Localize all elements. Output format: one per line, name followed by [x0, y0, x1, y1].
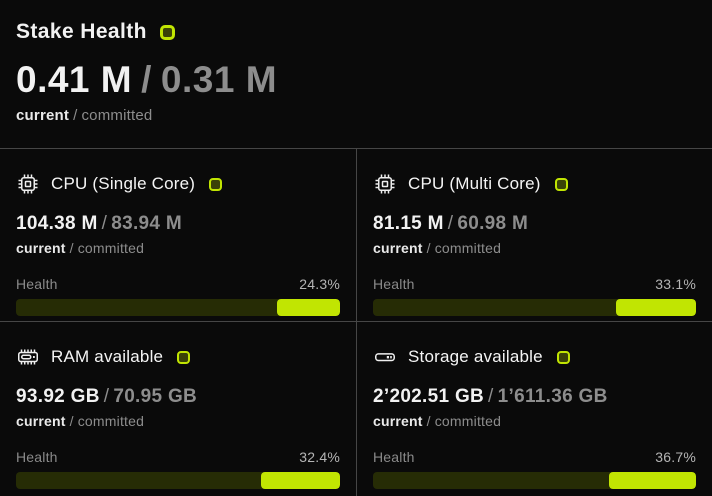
committed-value: 70.95 GB — [113, 386, 198, 407]
stake-committed-value: 0.31 M — [160, 59, 278, 100]
status-badge-icon — [554, 177, 568, 191]
health-progress-bar — [373, 299, 696, 316]
stake-health-header: Stake Health 0.41 M/0.31 M current / commi… — [0, 0, 712, 148]
card-title: Storage available — [408, 347, 543, 366]
committed-label: committed — [434, 240, 502, 256]
status-badge-icon — [556, 350, 570, 364]
slash-separator: / — [447, 213, 454, 234]
committed-label: committed — [77, 240, 145, 256]
current-label: current — [16, 107, 70, 124]
current-value: 2’202.51 GB — [373, 386, 485, 407]
card-title: RAM available — [51, 347, 164, 366]
storage-icon — [375, 353, 395, 362]
health-label: Health — [373, 449, 415, 465]
current-label: current — [16, 240, 66, 256]
slash-separator: / — [426, 413, 431, 429]
health-progress-bar — [16, 299, 340, 316]
slash-separator: / — [488, 386, 494, 407]
cpu-icon — [17, 173, 39, 195]
current-label: current — [373, 413, 423, 429]
slash-separator: / — [73, 107, 78, 124]
committed-value: 83.94 M — [111, 213, 182, 234]
status-badge-icon — [209, 177, 223, 191]
current-label: current — [16, 413, 66, 429]
committed-value: 1’611.36 GB — [497, 386, 608, 407]
slash-separator: / — [426, 240, 431, 256]
card-title: CPU (Single Core) — [51, 174, 196, 193]
slash-separator: / — [69, 413, 74, 429]
card-title: CPU (Multi Core) — [408, 174, 541, 193]
slash-separator: / — [69, 240, 74, 256]
current-value: 93.92 GB — [16, 386, 100, 407]
card-cpu-multi-core: CPU (Multi Core) 81.15 M/60.98 M current… — [356, 149, 712, 321]
ram-icon — [18, 348, 38, 366]
health-label: Health — [16, 276, 58, 292]
stake-current-value: 0.41 M — [16, 59, 133, 100]
stake-value-labels: current / committed — [16, 107, 696, 124]
current-value: 104.38 M — [16, 213, 98, 234]
card-cpu-single-core: CPU (Single Core) 104.38 M/83.94 M curre… — [0, 149, 356, 321]
card-ram-available: RAM available 93.92 GB/70.95 GB current /… — [0, 321, 356, 496]
metrics-grid: CPU (Single Core) 104.38 M/83.94 M curre… — [0, 148, 712, 496]
status-badge-icon — [177, 350, 191, 364]
health-label: Health — [16, 449, 58, 465]
cpu-icon — [374, 173, 396, 195]
current-value: 81.15 M — [373, 213, 444, 234]
health-percent: 32.4% — [299, 449, 340, 465]
health-label: Health — [373, 276, 415, 292]
page-title: Stake Health — [16, 20, 147, 43]
slash-separator: / — [103, 386, 110, 407]
committed-label: committed — [77, 413, 145, 429]
health-percent: 24.3% — [299, 276, 340, 292]
health-percent: 33.1% — [655, 276, 696, 292]
slash-separator: / — [141, 59, 152, 100]
health-percent: 36.7% — [655, 449, 696, 465]
current-label: current — [373, 240, 423, 256]
health-progress-bar — [373, 472, 696, 489]
health-progress-fill — [260, 472, 340, 489]
health-progress-fill — [276, 299, 340, 316]
health-progress-bar — [16, 472, 340, 489]
committed-label: committed — [81, 107, 153, 124]
status-badge-icon — [159, 24, 175, 40]
card-storage-available: Storage available 2’202.51 GB/1’611.36 G… — [356, 321, 712, 496]
stake-values: 0.41 M/0.31 M — [16, 61, 696, 98]
health-progress-fill — [609, 472, 696, 489]
health-progress-fill — [615, 299, 696, 316]
committed-label: committed — [434, 413, 502, 429]
committed-value: 60.98 M — [457, 213, 529, 234]
slash-separator: / — [101, 213, 108, 234]
